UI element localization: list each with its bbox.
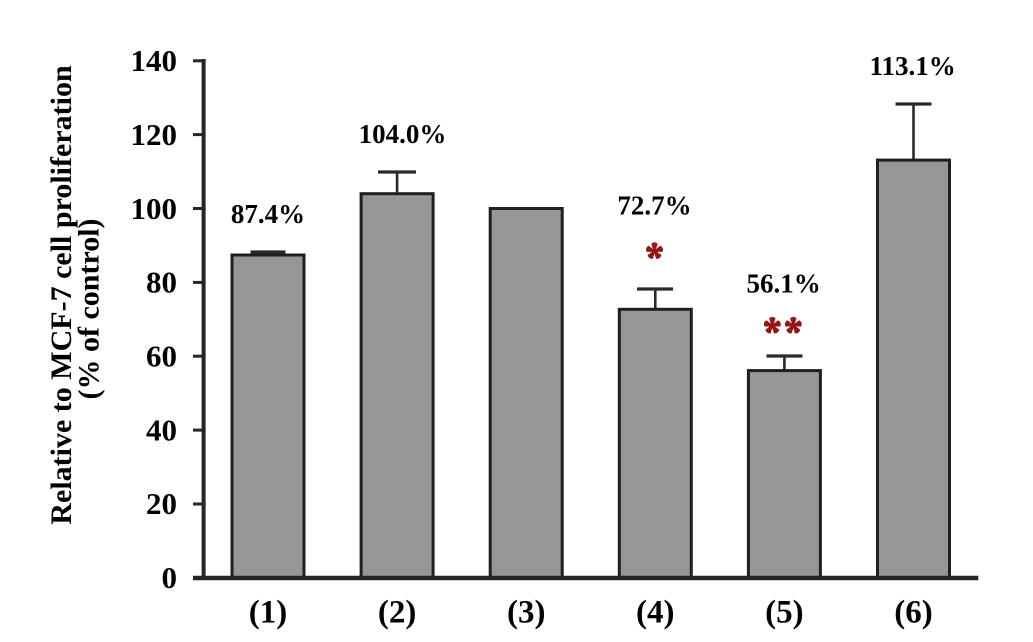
- svg-text:(2): (2): [378, 595, 416, 631]
- svg-text:113.1%: 113.1%: [869, 51, 955, 81]
- svg-text:120: 120: [131, 117, 178, 152]
- svg-text:20: 20: [146, 486, 177, 521]
- svg-text:56.1%: 56.1%: [746, 269, 820, 299]
- svg-text:80: 80: [146, 265, 177, 300]
- svg-text:0: 0: [162, 560, 178, 595]
- svg-text:100: 100: [131, 191, 178, 226]
- svg-text:(6): (6): [894, 595, 932, 631]
- svg-text:(1): (1): [249, 595, 287, 631]
- svg-text:Relative to MCF-7 cell prolife: Relative to MCF-7 cell proliferation: [45, 65, 78, 525]
- svg-text:(% of control): (% of control): [73, 218, 106, 399]
- svg-text:40: 40: [146, 412, 177, 447]
- svg-text:104.0%: 104.0%: [359, 119, 447, 149]
- svg-text:(5): (5): [765, 595, 803, 631]
- svg-text:60: 60: [146, 339, 177, 374]
- svg-text:72.7%: 72.7%: [617, 191, 691, 221]
- svg-text:140: 140: [131, 43, 178, 78]
- svg-text:(3): (3): [507, 595, 545, 631]
- svg-text:(4): (4): [636, 595, 674, 631]
- svg-text:87.4%: 87.4%: [231, 199, 305, 229]
